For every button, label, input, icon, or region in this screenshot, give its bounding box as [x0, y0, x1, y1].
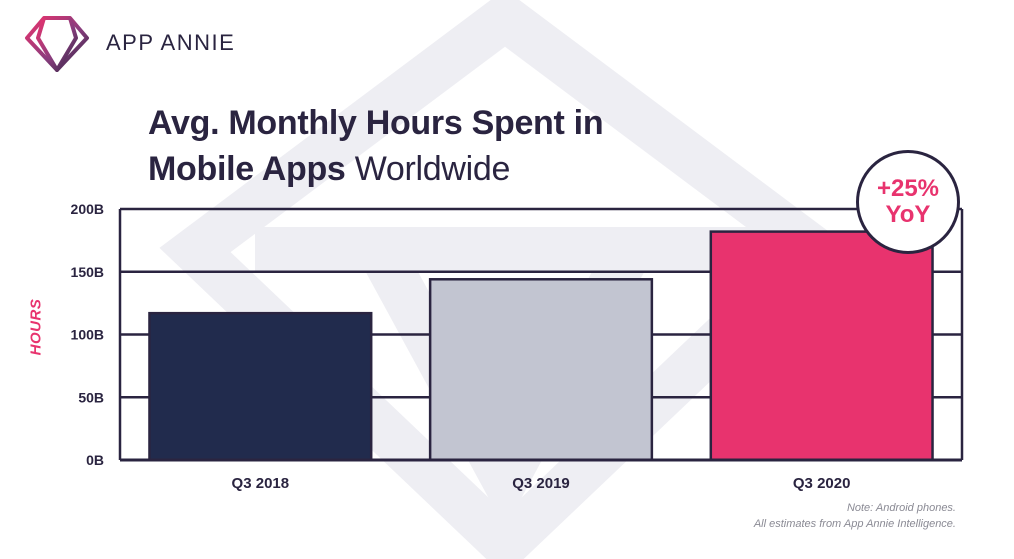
title-light-part: Worldwide — [354, 150, 511, 188]
y-tick-label: 50B — [78, 389, 104, 405]
y-tick-label: 0B — [86, 452, 104, 468]
badge-percent: +25% — [876, 175, 940, 202]
badge-yoy: YoY — [885, 201, 931, 228]
brand-name: APP ANNIE — [106, 30, 236, 55]
bar-q3-2018 — [148, 311, 373, 462]
x-tick-label: Q3 2019 — [512, 475, 570, 492]
diamond-logo-icon — [25, 16, 89, 72]
app-annie-logo: APP ANNIE — [24, 14, 235, 72]
x-tick-label: Q3 2020 — [793, 475, 851, 492]
yoy-growth-badge: +25% YoY — [856, 150, 960, 254]
footnote-line-1: Note: Android phones. — [846, 502, 956, 514]
bar-q3-2020 — [709, 230, 934, 462]
title-line-1: Avg. Monthly Hours Spent in — [148, 104, 604, 142]
chart-title: Avg. Monthly Hours Spent in Mobile Apps … — [148, 100, 604, 192]
y-tick-label: 150B — [71, 264, 104, 280]
y-tick-label: 200B — [71, 201, 104, 217]
footnote: Note: Android phones. All estimates from… — [754, 500, 956, 532]
x-tick-label: Q3 2018 — [232, 475, 290, 492]
footnote-line-2: All estimates from App Annie Intelligenc… — [753, 518, 956, 530]
y-tick-label: 100B — [71, 327, 104, 343]
bar-q3-2019 — [428, 278, 654, 462]
title-bold-part: Mobile Apps — [148, 150, 346, 188]
